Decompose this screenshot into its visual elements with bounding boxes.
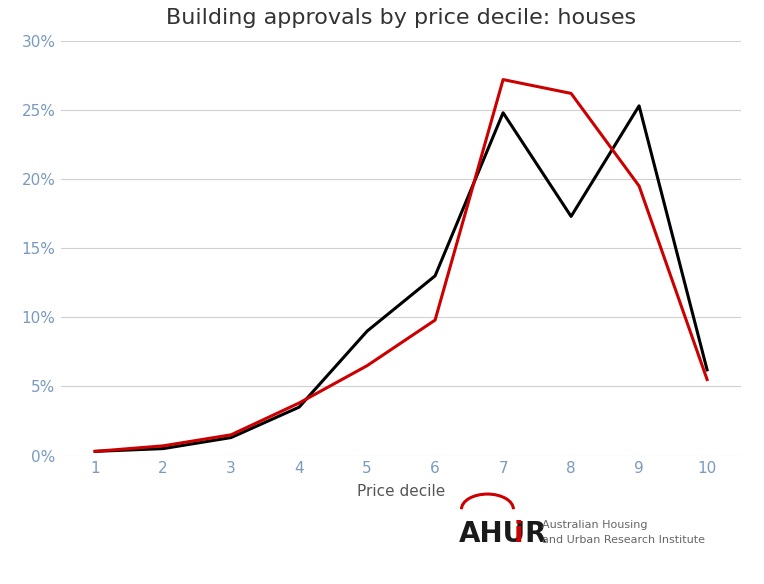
2005–06 <box>90 448 99 455</box>
2013–14 <box>634 183 643 190</box>
2013–14 <box>702 376 711 383</box>
2013–14 <box>90 448 99 455</box>
2005–06 <box>499 109 508 116</box>
2013–14 <box>227 431 236 438</box>
2013–14 <box>362 362 371 369</box>
Line: 2013–14: 2013–14 <box>95 79 707 451</box>
2005–06 <box>431 272 440 279</box>
2013–14 <box>566 90 576 97</box>
Text: Australian Housing
and Urban Research Institute: Australian Housing and Urban Research In… <box>542 520 705 545</box>
2005–06 <box>634 102 643 109</box>
Title: Building approvals by price decile: houses: Building approvals by price decile: hous… <box>166 8 636 28</box>
Text: AHUR: AHUR <box>458 520 547 548</box>
2005–06 <box>566 213 576 220</box>
2005–06 <box>362 328 371 335</box>
2013–14 <box>431 317 440 324</box>
2013–14 <box>159 442 168 449</box>
Line: 2005–06: 2005–06 <box>95 106 707 451</box>
Text: i: i <box>513 520 523 548</box>
2013–14 <box>295 399 304 406</box>
2005–06 <box>295 404 304 411</box>
2005–06 <box>227 434 236 441</box>
X-axis label: Price decile: Price decile <box>357 484 445 499</box>
2005–06 <box>702 366 711 373</box>
2005–06 <box>159 445 168 452</box>
2013–14 <box>499 76 508 83</box>
Legend: 2005–06, 2013–14: 2005–06, 2013–14 <box>55 578 296 584</box>
